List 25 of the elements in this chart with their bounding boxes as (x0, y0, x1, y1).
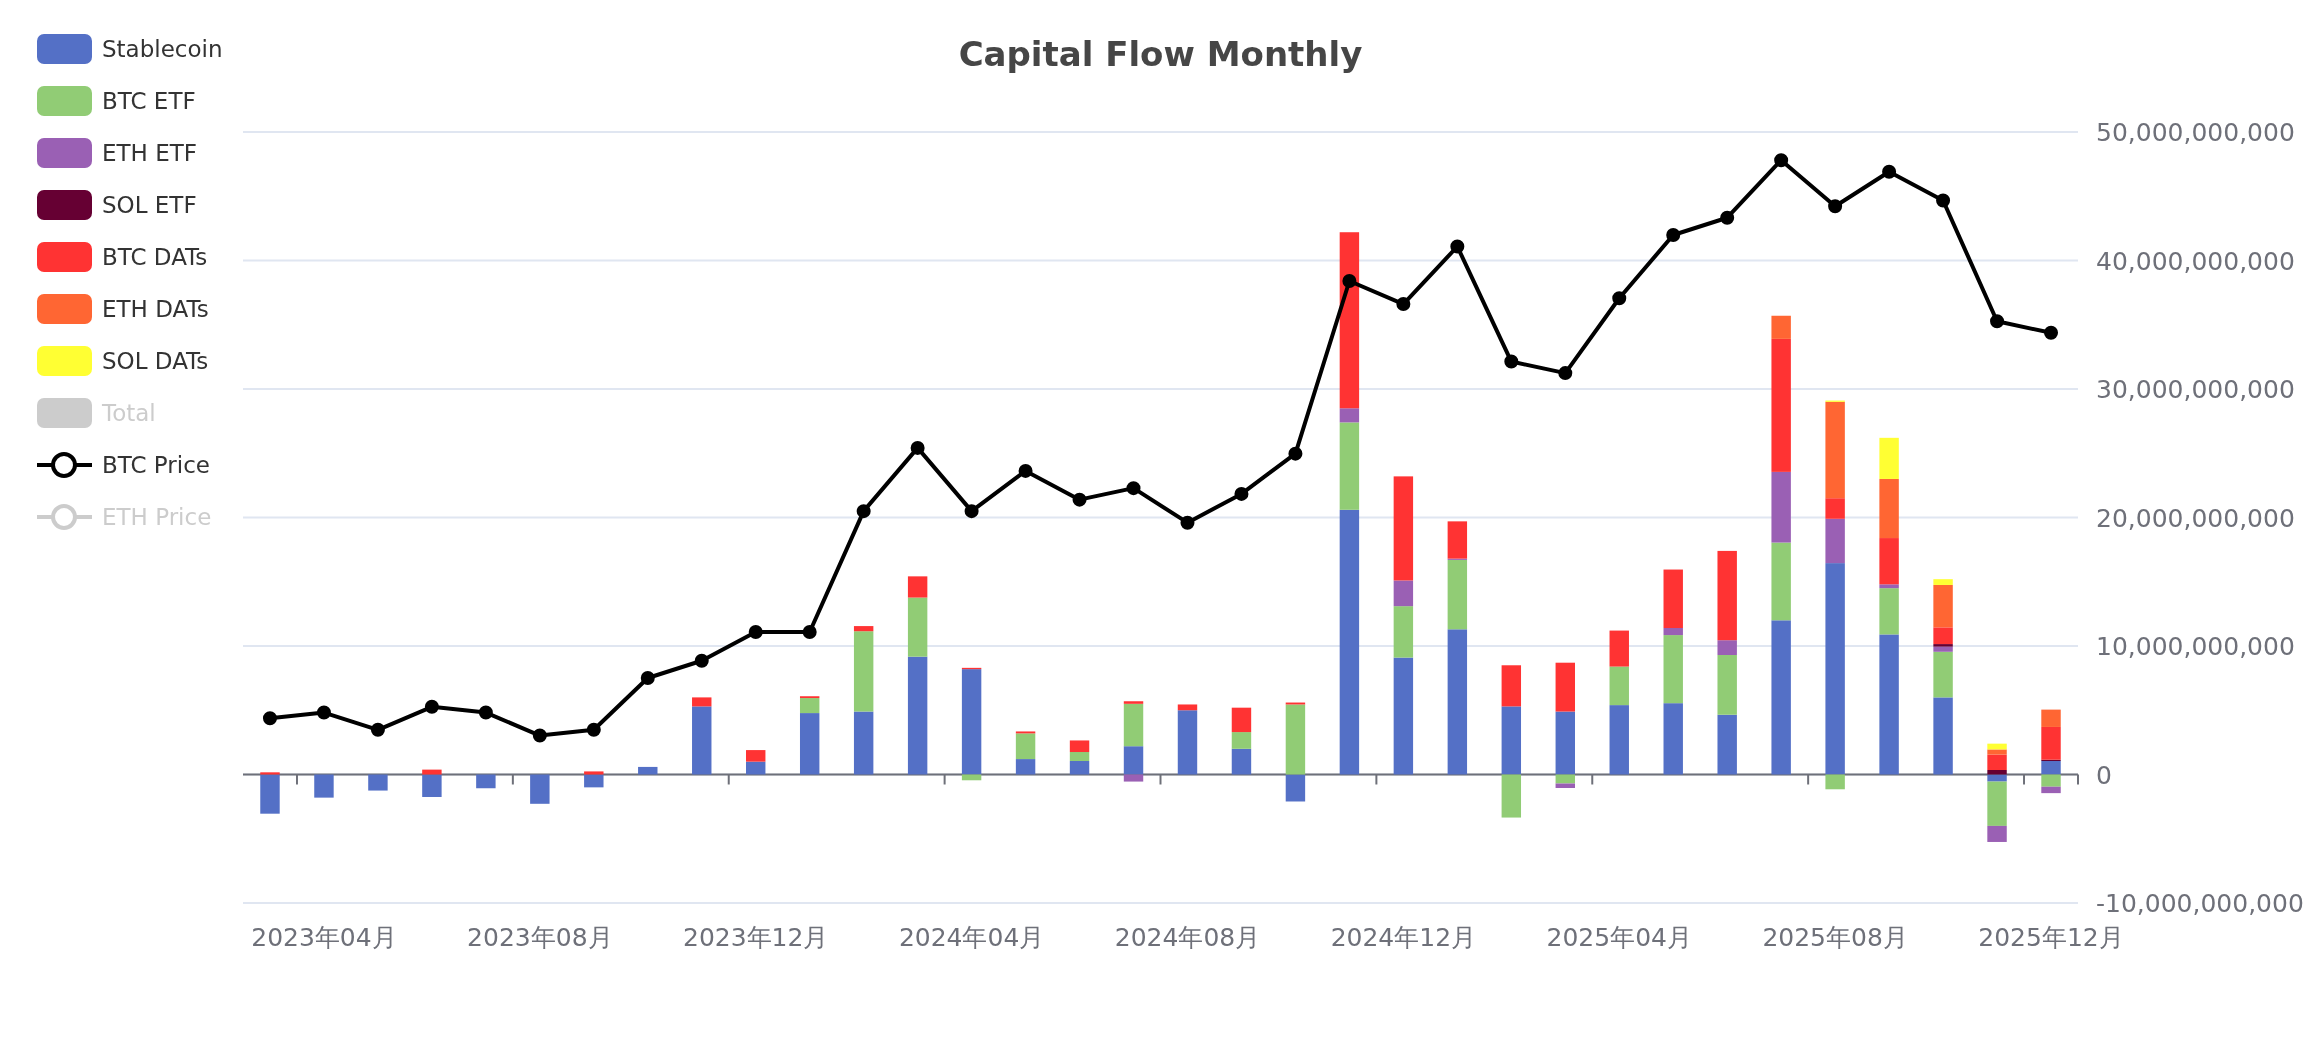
x-tick-label: 2025年04月 (1546, 923, 1692, 952)
y-tick-label: 0 (2096, 760, 2112, 790)
x-tick-label: 2023年04月 (251, 923, 397, 952)
legend-label: SOL DATs (102, 348, 209, 374)
legend-label: Stablecoin (102, 36, 223, 62)
legend-label: ETH ETF (102, 140, 197, 166)
legend-label: ETH DATs (102, 296, 209, 322)
y-tick-label: 30,000,000,000 (2096, 375, 2295, 404)
legend-label: BTC ETF (102, 88, 196, 114)
legend-label: BTC Price (102, 452, 210, 478)
y-tick-label: 20,000,000,000 (2096, 503, 2295, 533)
x-tick-label: 2023年12月 (683, 923, 829, 952)
y-tick-label: -10,000,000,000 (2096, 889, 2304, 918)
x-tick-label: 2024年08月 (1114, 923, 1261, 952)
x-tick-label: 2023年08月 (467, 923, 613, 952)
x-tick-label: 2024年12月 (1330, 923, 1477, 952)
legend-label: BTC DATs (102, 244, 208, 270)
x-tick-label: 2024年04月 (898, 923, 1045, 952)
x-tick-label: 2025年08月 (1762, 923, 1908, 952)
y-tick-label: 40,000,000,000 (2096, 246, 2295, 276)
x-tick-label: 2025年12月 (1978, 923, 2124, 952)
legend-label: SOL ETF (102, 192, 197, 218)
chart-title: Capital Flow Monthly (958, 34, 1363, 74)
y-tick-label: 50,000,000,000 (2096, 118, 2295, 147)
y-tick-label: 10,000,000,000 (2096, 632, 2295, 661)
